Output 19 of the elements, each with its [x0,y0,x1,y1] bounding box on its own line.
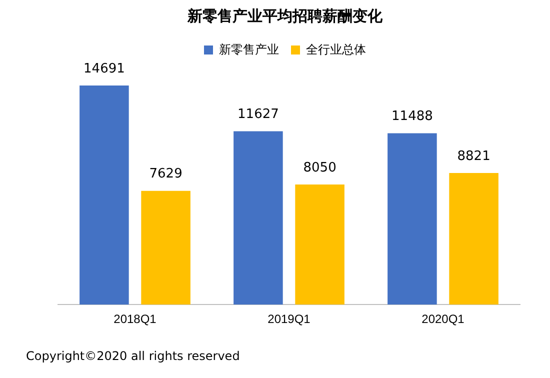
bar [234,131,283,305]
bar [388,133,437,305]
data-label: 7629 [149,166,182,182]
data-label: 11627 [238,107,279,122]
text: Copyright©2020 all rights reserved [26,349,241,363]
bar [449,173,498,305]
x-tick-label: 2020Q1 [422,312,465,326]
bar [295,184,344,305]
bar [141,190,190,305]
data-label: 14691 [84,61,125,76]
chart-title: 新零售产业平均招聘薪酬变化 [186,6,384,25]
bar [80,86,129,305]
legend-label: 新零售产业 [219,42,279,56]
legend-label: 全行业总体 [306,42,366,56]
data-label: 8050 [303,160,336,176]
data-label: 8821 [457,148,490,164]
x-tick-label: 2019Q1 [268,312,311,326]
data-label: 11488 [392,109,433,124]
x-tick-label: 2018Q1 [114,312,157,326]
